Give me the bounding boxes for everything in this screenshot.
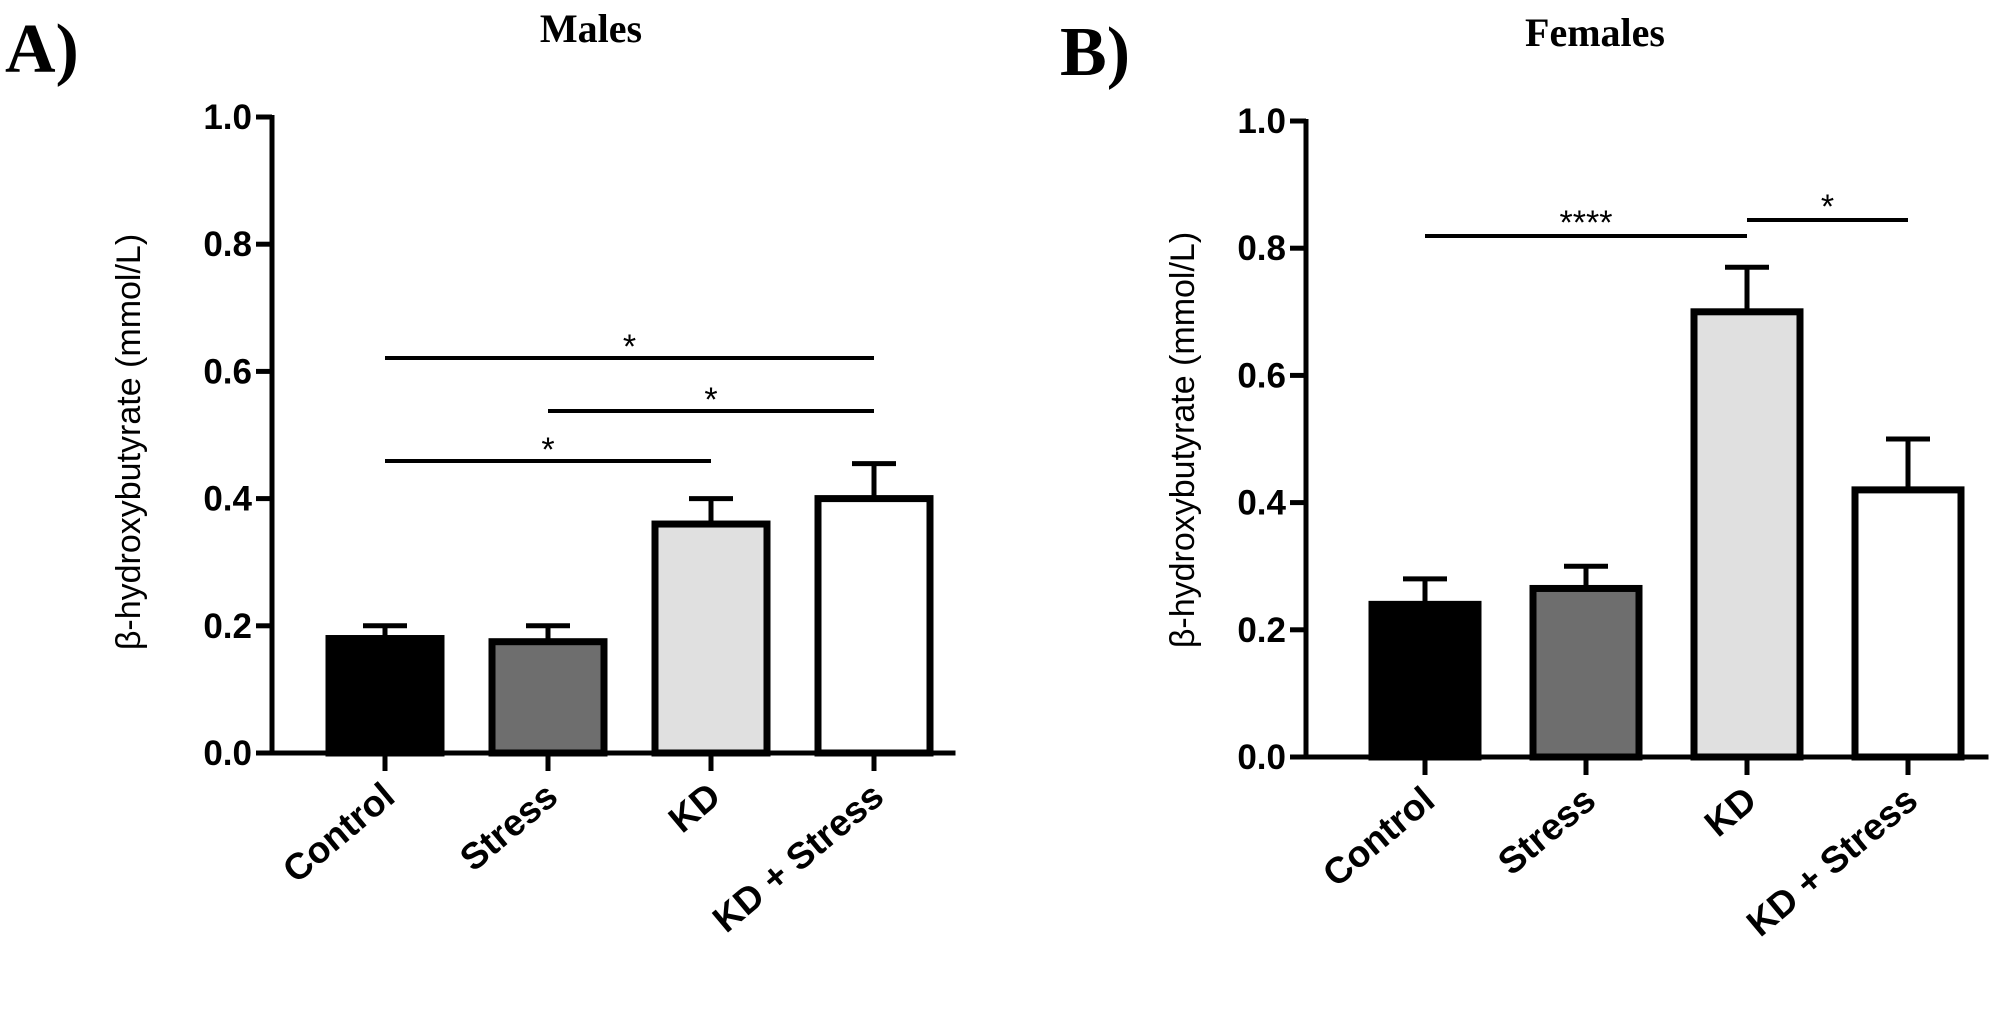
chart-title-females: Females	[1525, 10, 1665, 55]
panel-males: A) Males β-hydroxybutyrate (mmol/L) 0.00…	[5, 6, 956, 940]
y-axis-title-females: β-hydroxybutyrate (mmol/L)	[1164, 232, 1202, 648]
significance-label-females-1: *	[1821, 188, 1834, 226]
category-label-females-1: Stress	[1490, 779, 1603, 883]
y-tick-label-females-5: 1.0	[1237, 102, 1286, 141]
significance-label-males-0: *	[623, 328, 636, 366]
category-label-females-3: KD + Stress	[1739, 779, 1925, 945]
error-bar-females-1	[1564, 563, 1608, 589]
y-axis-title-males: β-hydroxybutyrate (mmol/L)	[110, 234, 148, 650]
category-label-females-2: KD	[1697, 779, 1764, 845]
y-tick-label-females-1: 0.2	[1237, 611, 1286, 650]
category-label-females-0: Control	[1315, 779, 1442, 895]
chart-title-males: Males	[540, 6, 642, 51]
category-label-males-2: KD	[661, 775, 728, 841]
bar-females-2	[1690, 308, 1804, 761]
significance-label-males-1: *	[704, 381, 717, 419]
bar-females-0	[1368, 600, 1482, 761]
panel-letter-a: A)	[5, 11, 79, 88]
bar-females-1	[1529, 584, 1643, 761]
error-bar-females-2	[1725, 264, 1769, 312]
error-bar-females-3	[1886, 436, 1930, 490]
y-tick-label-males-4: 0.8	[203, 225, 252, 264]
y-tick-label-females-2: 0.4	[1237, 484, 1286, 523]
bar-males-2	[651, 520, 771, 757]
y-tick-label-females-3: 0.6	[1237, 356, 1286, 395]
y-tick-label-males-0: 0.0	[203, 734, 252, 773]
category-label-males-1: Stress	[452, 775, 565, 879]
y-tick-label-males-2: 0.4	[203, 480, 252, 519]
y-tick-label-males-3: 0.6	[203, 352, 252, 391]
category-label-males-3: KD + Stress	[705, 775, 891, 941]
y-tick-label-males-5: 1.0	[203, 98, 252, 137]
error-bar-females-0	[1403, 576, 1447, 605]
bar-females-3	[1851, 486, 1965, 761]
y-tick-label-males-1: 0.2	[203, 607, 252, 646]
y-tick-label-females-0: 0.0	[1237, 738, 1286, 777]
significance-label-females-0: ****	[1560, 204, 1613, 242]
error-bar-males-2	[689, 496, 733, 525]
error-bar-males-3	[852, 461, 896, 499]
bar-males-1	[488, 638, 608, 757]
y-tick-label-females-4: 0.8	[1237, 229, 1286, 268]
error-bar-males-1	[526, 623, 570, 642]
error-bar-males-0	[363, 623, 407, 639]
panel-letter-b: B)	[1060, 14, 1130, 91]
bar-males-3	[814, 495, 934, 757]
category-label-males-0: Control	[275, 775, 402, 891]
significance-label-males-2: *	[541, 431, 554, 469]
bar-males-0	[325, 635, 445, 757]
panel-females: B) Females β-hydroxybutyrate (mmol/L) 0.…	[1060, 10, 1989, 944]
